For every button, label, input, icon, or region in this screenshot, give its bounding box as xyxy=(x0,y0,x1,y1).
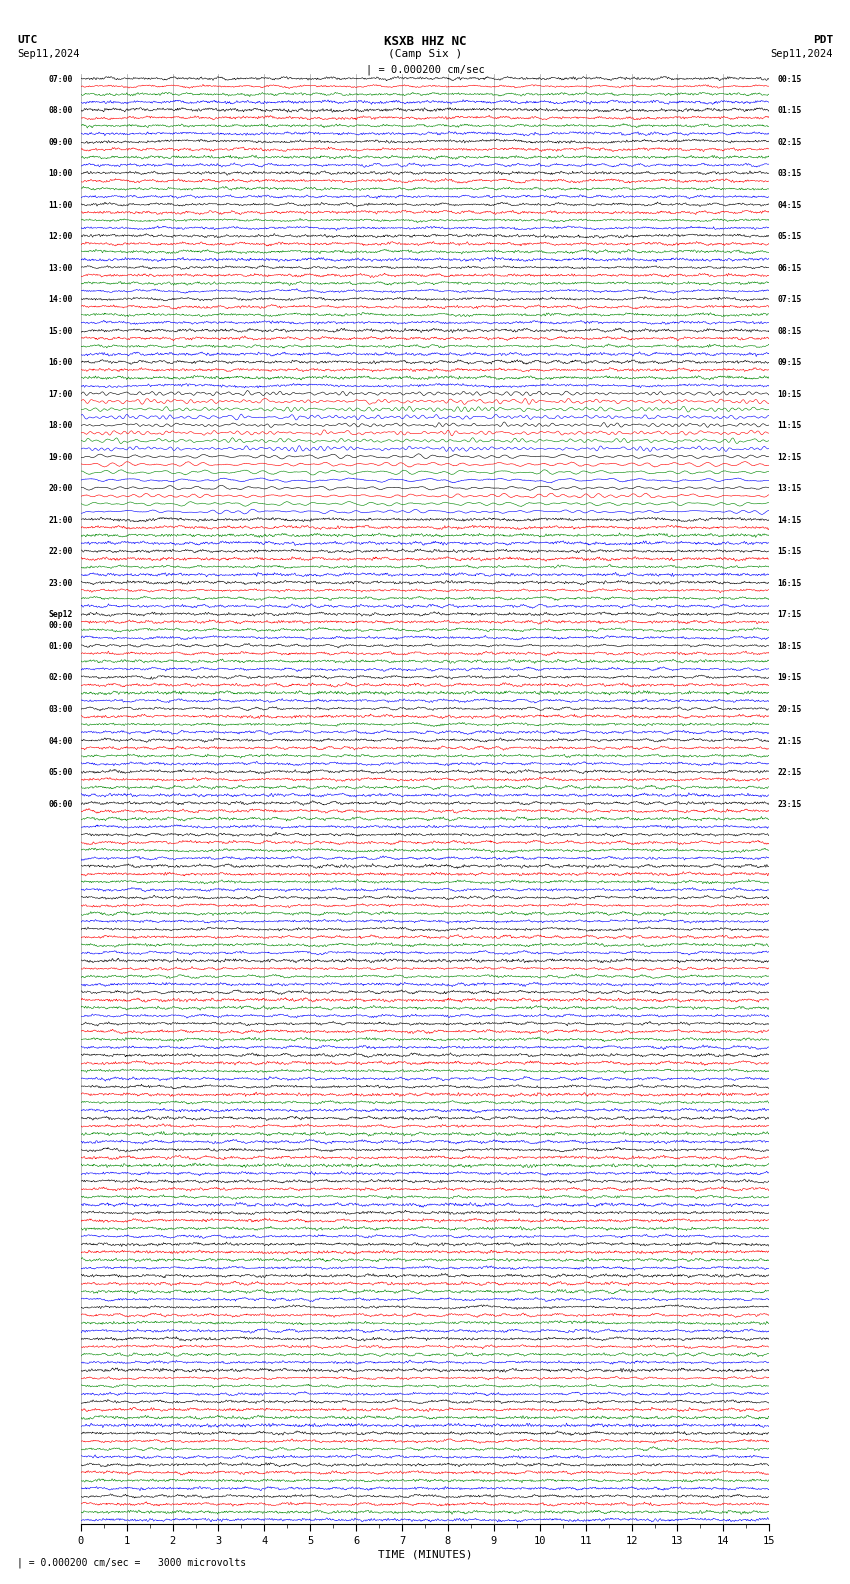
Text: 02:15: 02:15 xyxy=(778,138,802,147)
Text: 23:00: 23:00 xyxy=(48,580,72,588)
Text: 07:15: 07:15 xyxy=(778,295,802,304)
Text: 11:15: 11:15 xyxy=(778,421,802,431)
Text: 17:15: 17:15 xyxy=(778,610,802,619)
Text: | = 0.000200 cm/sec =   3000 microvolts: | = 0.000200 cm/sec = 3000 microvolts xyxy=(17,1557,246,1568)
Text: 20:15: 20:15 xyxy=(778,705,802,714)
Text: Sep11,2024: Sep11,2024 xyxy=(17,49,80,59)
Text: 15:00: 15:00 xyxy=(48,326,72,336)
Text: 05:15: 05:15 xyxy=(778,233,802,241)
Text: 10:15: 10:15 xyxy=(778,390,802,399)
Text: 11:00: 11:00 xyxy=(48,201,72,209)
Text: 01:15: 01:15 xyxy=(778,106,802,116)
Text: 18:00: 18:00 xyxy=(48,421,72,431)
Text: Sep11,2024: Sep11,2024 xyxy=(770,49,833,59)
Text: 09:00: 09:00 xyxy=(48,138,72,147)
Text: 18:15: 18:15 xyxy=(778,642,802,651)
Text: 02:00: 02:00 xyxy=(48,673,72,683)
Text: 09:15: 09:15 xyxy=(778,358,802,367)
Text: 06:15: 06:15 xyxy=(778,265,802,272)
Text: 19:00: 19:00 xyxy=(48,453,72,463)
Text: 16:00: 16:00 xyxy=(48,358,72,367)
Text: 12:00: 12:00 xyxy=(48,233,72,241)
Text: 06:00: 06:00 xyxy=(48,800,72,808)
Text: | = 0.000200 cm/sec: | = 0.000200 cm/sec xyxy=(366,65,484,76)
Text: 00:15: 00:15 xyxy=(778,74,802,84)
Text: PDT: PDT xyxy=(813,35,833,44)
Text: 05:00: 05:00 xyxy=(48,768,72,778)
Text: 16:15: 16:15 xyxy=(778,580,802,588)
Text: KSXB HHZ NC: KSXB HHZ NC xyxy=(383,35,467,48)
Text: 04:00: 04:00 xyxy=(48,737,72,746)
Text: 21:00: 21:00 xyxy=(48,516,72,524)
Text: 17:00: 17:00 xyxy=(48,390,72,399)
Text: 21:15: 21:15 xyxy=(778,737,802,746)
Text: 13:00: 13:00 xyxy=(48,265,72,272)
Text: 01:00: 01:00 xyxy=(48,642,72,651)
Text: 03:15: 03:15 xyxy=(778,169,802,179)
Text: 04:15: 04:15 xyxy=(778,201,802,209)
Text: Sep12
00:00: Sep12 00:00 xyxy=(48,610,72,630)
Text: 23:15: 23:15 xyxy=(778,800,802,808)
Text: 20:00: 20:00 xyxy=(48,485,72,494)
Text: UTC: UTC xyxy=(17,35,37,44)
Text: 03:00: 03:00 xyxy=(48,705,72,714)
Text: 07:00: 07:00 xyxy=(48,74,72,84)
Text: 14:15: 14:15 xyxy=(778,516,802,524)
Text: 08:00: 08:00 xyxy=(48,106,72,116)
Text: 12:15: 12:15 xyxy=(778,453,802,463)
Text: 14:00: 14:00 xyxy=(48,295,72,304)
Text: 13:15: 13:15 xyxy=(778,485,802,494)
Text: (Camp Six ): (Camp Six ) xyxy=(388,49,462,59)
Text: 22:15: 22:15 xyxy=(778,768,802,778)
Text: 22:00: 22:00 xyxy=(48,548,72,556)
Text: 08:15: 08:15 xyxy=(778,326,802,336)
X-axis label: TIME (MINUTES): TIME (MINUTES) xyxy=(377,1549,473,1560)
Text: 19:15: 19:15 xyxy=(778,673,802,683)
Text: 10:00: 10:00 xyxy=(48,169,72,179)
Text: 15:15: 15:15 xyxy=(778,548,802,556)
